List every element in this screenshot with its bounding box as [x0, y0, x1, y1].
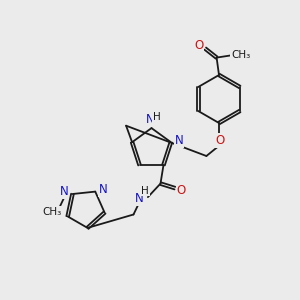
Text: O: O [215, 134, 224, 147]
Text: N: N [60, 185, 68, 198]
Text: CH₃: CH₃ [231, 50, 250, 60]
Text: O: O [177, 184, 186, 197]
Text: N: N [99, 183, 108, 196]
Text: N: N [146, 113, 154, 126]
Text: N: N [175, 134, 183, 147]
Text: N: N [135, 192, 144, 205]
Text: H: H [153, 112, 161, 122]
Text: H: H [141, 185, 149, 196]
Text: CH₃: CH₃ [42, 207, 62, 217]
Text: O: O [194, 39, 203, 52]
